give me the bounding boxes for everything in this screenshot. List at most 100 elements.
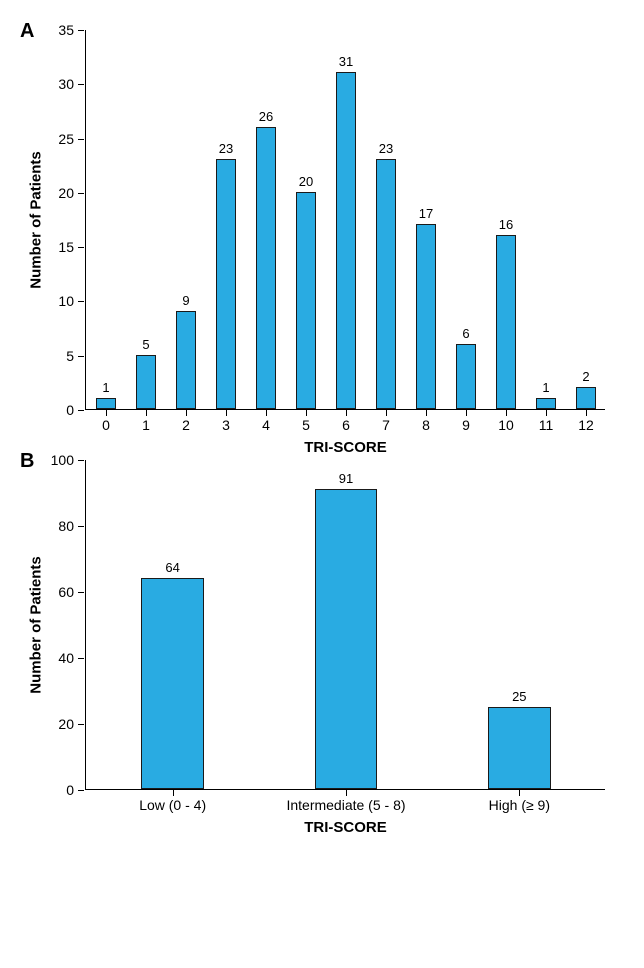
x-tick-label: 12 [578,417,594,433]
bar: 6 [456,344,477,409]
x-tick [306,410,307,416]
y-tick-label: 20 [58,185,74,201]
bar-value-label: 26 [259,109,273,124]
x-tick [346,790,347,796]
x-tick [506,410,507,416]
x-tick [386,410,387,416]
y-tick-label: 25 [58,131,74,147]
bar: 64 [141,578,203,789]
x-tick-label: 5 [302,417,310,433]
x-tick [519,790,520,796]
chart-a-wrap: Number of Patients TRI-SCORE 05101520253… [20,20,624,410]
chart-a-plot: Number of Patients TRI-SCORE 05101520253… [85,30,605,410]
x-tick [146,410,147,416]
bar: 9 [176,311,197,409]
y-tick-label: 40 [58,650,74,666]
bar: 1 [536,398,557,409]
y-tick-label: 5 [66,348,74,364]
bar: 1 [96,398,117,409]
y-tick [78,410,84,411]
x-tick [186,410,187,416]
bar: 31 [336,72,357,409]
y-tick [78,301,84,302]
x-tick-label: 8 [422,417,430,433]
x-tick-label: 0 [102,417,110,433]
bar: 23 [376,159,397,409]
y-tick-label: 30 [58,76,74,92]
y-tick [78,247,84,248]
y-tick-label: 10 [58,293,74,309]
x-tick-label: 4 [262,417,270,433]
bar-value-label: 16 [499,217,513,232]
x-tick-label: 9 [462,417,470,433]
bar-value-label: 20 [299,174,313,189]
bar-value-label: 23 [219,141,233,156]
y-tick-label: 0 [66,782,74,798]
chart-b-x-title: TRI-SCORE [304,819,387,836]
y-tick [78,460,84,461]
bar-value-label: 64 [165,560,179,575]
bar-value-label: 17 [419,206,433,221]
x-tick-label: 3 [222,417,230,433]
x-tick [173,790,174,796]
x-tick-label: Low (0 - 4) [139,797,206,813]
chart-b-y-title: Number of Patients [28,556,45,694]
bar: 25 [488,707,550,790]
x-tick-label: 6 [342,417,350,433]
x-tick [106,410,107,416]
y-tick-label: 80 [58,518,74,534]
bar: 5 [136,355,157,409]
y-tick [78,30,84,31]
bar-value-label: 5 [142,337,149,352]
x-tick [426,410,427,416]
bar: 26 [256,127,277,409]
bar-value-label: 1 [102,380,109,395]
bar-value-label: 9 [182,293,189,308]
bar-value-label: 25 [512,689,526,704]
bar: 17 [416,224,437,409]
bar: 2 [576,387,597,409]
x-tick-label: 7 [382,417,390,433]
y-tick-label: 0 [66,402,74,418]
y-tick-label: 15 [58,239,74,255]
y-tick [78,658,84,659]
y-tick [78,193,84,194]
x-tick-label: Intermediate (5 - 8) [286,797,405,813]
bar: 16 [496,235,517,409]
y-tick [78,790,84,791]
y-tick [78,356,84,357]
x-tick [586,410,587,416]
bar-value-label: 23 [379,141,393,156]
bar-value-label: 91 [339,471,353,486]
bar-value-label: 31 [339,54,353,69]
x-tick-label: 10 [498,417,514,433]
x-tick-label: 2 [182,417,190,433]
bar-value-label: 2 [582,369,589,384]
panel-b-label: B [20,450,34,473]
bar-value-label: 6 [462,326,469,341]
x-tick-label: High (≥ 9) [489,797,550,813]
y-tick-label: 60 [58,584,74,600]
chart-b-wrap: Number of Patients TRI-SCORE 02040608010… [20,450,624,790]
x-tick [466,410,467,416]
chart-a-y-title: Number of Patients [28,151,45,289]
y-tick [78,139,84,140]
bar: 23 [216,159,237,409]
panel-a: A Number of Patients TRI-SCORE 051015202… [20,20,624,410]
y-tick [78,724,84,725]
x-tick-label: 11 [539,417,554,433]
bar-value-label: 1 [542,380,549,395]
chart-b-plot: Number of Patients TRI-SCORE 02040608010… [85,460,605,790]
x-tick [346,410,347,416]
x-tick [546,410,547,416]
y-tick-label: 100 [51,452,74,468]
x-tick [266,410,267,416]
y-tick [78,526,84,527]
y-tick-label: 35 [58,22,74,38]
y-tick [78,592,84,593]
panel-b: B Number of Patients TRI-SCORE 020406080… [20,450,624,790]
x-tick [226,410,227,416]
y-tick [78,84,84,85]
bar: 20 [296,192,317,409]
panel-a-label: A [20,20,34,43]
